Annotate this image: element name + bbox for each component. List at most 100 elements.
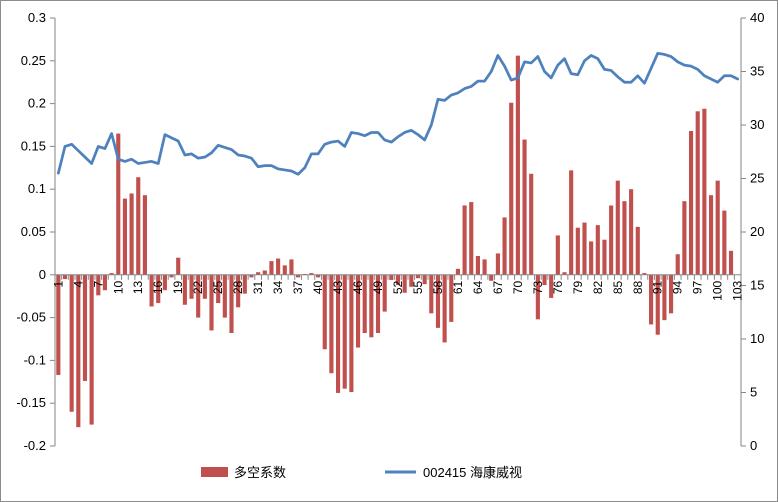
bar	[435, 274, 441, 328]
right-tick-label: 5	[750, 385, 757, 400]
x-tick-label: 67	[491, 280, 505, 294]
bar	[429, 274, 434, 314]
right-tick-label: 35	[750, 64, 764, 79]
bar	[475, 255, 480, 275]
x-tick-label: 61	[451, 280, 465, 294]
bar	[289, 259, 294, 275]
x-tick-label: 100	[711, 280, 725, 300]
bar	[635, 226, 640, 275]
bar	[389, 274, 394, 280]
bar	[316, 274, 321, 278]
left-tick-label: -0.05	[16, 310, 46, 325]
x-tick-label: 43	[331, 280, 345, 294]
x-tick-label: 13	[131, 280, 145, 294]
bar	[249, 274, 254, 278]
bar	[522, 139, 527, 275]
bar	[335, 274, 341, 393]
bar	[96, 274, 101, 296]
bar	[349, 274, 354, 393]
bar	[82, 274, 88, 381]
bar	[728, 250, 734, 275]
x-tick-label: 46	[351, 280, 365, 294]
bar	[422, 274, 427, 285]
bar	[322, 274, 327, 350]
bar	[196, 274, 201, 318]
legend-label-bar: 多空系数	[234, 465, 286, 480]
x-tick-label: 73	[531, 280, 545, 294]
x-tick-label: 82	[591, 280, 605, 294]
bar	[589, 241, 594, 275]
bar	[708, 195, 714, 275]
legend-swatch-bar	[201, 467, 228, 477]
bar	[455, 268, 461, 275]
left-tick-label: 0.25	[21, 53, 46, 68]
bar	[688, 130, 694, 275]
bar	[642, 273, 647, 275]
x-tick-label: 58	[431, 280, 445, 294]
bar-series-duokong	[56, 55, 740, 428]
bar	[182, 274, 187, 305]
bar	[102, 274, 108, 291]
right-y-axis: 40 35 30 25 20 15 10 5 0	[740, 10, 764, 453]
x-tick-label: 64	[471, 280, 485, 294]
bar	[722, 210, 727, 275]
left-tick-label: 0.05	[21, 224, 46, 239]
bar	[189, 274, 194, 299]
bar	[329, 274, 334, 374]
bar	[489, 274, 494, 281]
x-tick-label: 88	[631, 280, 645, 294]
bar	[116, 133, 121, 275]
bar	[682, 201, 687, 275]
bar	[256, 272, 261, 275]
bar	[69, 274, 74, 412]
bar	[382, 274, 387, 312]
right-tick-label: 25	[750, 171, 764, 186]
left-tick-label: 0.2	[28, 96, 46, 111]
bar	[575, 227, 580, 275]
bar	[62, 274, 68, 280]
right-tick-label: 10	[750, 331, 764, 346]
x-tick-label: 49	[371, 280, 385, 294]
bar	[395, 274, 401, 286]
right-tick-label: 30	[750, 117, 764, 132]
x-tick-label: 79	[571, 280, 585, 294]
bar	[482, 259, 487, 275]
x-tick-label: 52	[391, 280, 405, 294]
bar	[156, 274, 161, 304]
bar	[409, 274, 414, 287]
bar	[296, 274, 301, 278]
bar	[56, 274, 61, 375]
bar	[242, 274, 247, 294]
bar	[555, 235, 560, 275]
bar	[662, 274, 667, 321]
x-tick-label: 40	[311, 280, 325, 294]
bar	[236, 274, 241, 308]
left-tick-label: 0.1	[28, 181, 46, 196]
bar	[276, 258, 281, 275]
line-series-hikvision	[56, 51, 740, 176]
bar	[595, 225, 600, 275]
right-tick-label: 0	[750, 438, 757, 453]
left-tick-label: 0.3	[28, 10, 46, 25]
bar	[655, 274, 660, 335]
x-tick-label: 85	[611, 280, 625, 294]
bar	[402, 274, 407, 293]
bar	[149, 274, 154, 307]
bar	[462, 205, 467, 275]
x-tick-label: 34	[271, 280, 285, 294]
bar	[582, 222, 587, 275]
x-tick-label: 94	[671, 280, 685, 294]
x-tick-label: 7	[91, 280, 105, 287]
x-tick-label: 19	[171, 280, 185, 294]
bar	[269, 261, 274, 275]
bar	[649, 274, 654, 325]
bar	[216, 274, 221, 304]
bar	[669, 274, 674, 314]
x-tick-label: 91	[651, 280, 665, 294]
right-tick-label: 40	[750, 10, 764, 25]
x-tick-label: 70	[511, 280, 525, 294]
bar	[109, 273, 114, 275]
bar	[509, 102, 514, 275]
x-axis: 1 4 7 10 13 16 19 22 25 28 31 34 37 40 43 46 49 52 55 58 61 6…	[51, 274, 745, 301]
bar	[282, 265, 287, 275]
